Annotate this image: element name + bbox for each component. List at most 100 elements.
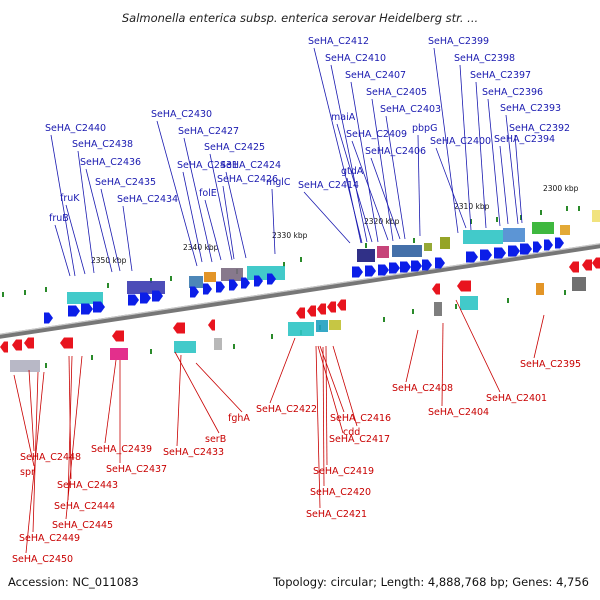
- forward-gene-arrow: [422, 259, 432, 271]
- forward-gene-label: SeHA_C2435: [95, 177, 156, 188]
- forward-gene-label: SeHA_C2400: [430, 136, 491, 147]
- cog-tick: [470, 219, 472, 224]
- forward-gene-label: SeHA_C2434: [117, 194, 178, 205]
- forward-label-leader-line: [77, 150, 95, 274]
- forward-gene-label: fruK: [60, 193, 80, 204]
- reverse-gene-label: SeHA_C2401: [486, 393, 547, 404]
- forward-label-leader-line: [209, 153, 233, 261]
- forward-gene-label: SeHA_C2394: [494, 134, 555, 145]
- forward-gene-label: folE: [199, 188, 217, 199]
- gene-label-layer: SeHA_C2412 SeHA_C2399 SeHA_C2410 SeHA_C2398…: [12, 36, 581, 565]
- cog-tick: [455, 304, 457, 309]
- forward-label-leader-line: [459, 64, 472, 231]
- forward-label-leader-line: [65, 204, 86, 275]
- reverse-gene-arrow: [60, 337, 73, 349]
- reverse-gene-arrow: [569, 261, 579, 273]
- forward-gene-label: SeHA_C2409: [346, 129, 407, 140]
- forward-gene-label: SeHA_C2414: [298, 180, 359, 191]
- cog-tick: [413, 238, 415, 243]
- reverse-gene-label: SeHA_C2448: [20, 452, 81, 463]
- forward-gene-label: SeHA_C2399: [428, 36, 489, 47]
- cog-tick: [507, 298, 509, 303]
- forward-label-leader-line: [182, 171, 203, 263]
- forward-label-leader-line: [433, 47, 459, 234]
- reverse-label-leader-line: [67, 355, 73, 501]
- forward-gene-label: SeHA_C2397: [470, 70, 531, 81]
- forward-gene-label: gtdA: [341, 166, 364, 177]
- scale-label-2310: 2310 kbp: [454, 202, 490, 211]
- reverse-gene-label: spr: [20, 467, 35, 478]
- forward-label-leader-line: [204, 199, 222, 261]
- cog-category-box: [221, 268, 243, 281]
- reverse-gene-label: cdd: [343, 427, 360, 438]
- cog-category-box: [572, 277, 586, 291]
- cog-tick: [566, 206, 568, 211]
- forward-gene-arrow: [365, 265, 376, 277]
- cog-tick: [150, 278, 152, 283]
- reverse-gene-label: SeHA_C2420: [310, 487, 371, 498]
- reverse-gene-arrow: [327, 301, 336, 313]
- reverse-label-leader-line: [65, 355, 83, 520]
- cog-tick: [170, 276, 172, 281]
- reverse-label-leader-line: [533, 314, 545, 359]
- forward-label-leader-line: [475, 81, 487, 229]
- reverse-gene-label: SeHA_C2422: [256, 404, 317, 415]
- forward-gene-label: SeHA_C2405: [366, 87, 427, 98]
- forward-gene-arrow: [508, 245, 520, 257]
- reverse-label-leader-line: [13, 374, 35, 467]
- forward-gene-label: SeHA_C2396: [482, 87, 543, 98]
- scale-label-2300: 2300 kbp: [543, 184, 579, 193]
- reverse-gene-label: SeHA_C2449: [19, 533, 80, 544]
- accession-label: Accession: NC_011083: [8, 575, 139, 589]
- forward-label-leader-line: [514, 134, 523, 224]
- cog-tick: [365, 243, 367, 248]
- label-line-layer: [13, 47, 545, 554]
- genome-summary: Topology: circular; Length: 4,888,768 bp…: [272, 575, 589, 589]
- forward-gene-label: pbpG: [412, 123, 437, 134]
- cog-category-box: [67, 292, 103, 304]
- cog-category-box: [174, 341, 196, 353]
- reverse-label-leader-line: [405, 329, 419, 383]
- forward-gene-label: mglC: [266, 177, 291, 188]
- cog-tick: [150, 349, 152, 354]
- genome-backbone-highlight: [0, 243, 600, 335]
- forward-gene-arrow: [267, 273, 276, 285]
- forward-gene-arrow: [400, 261, 411, 273]
- reverse-gene-label: SeHA_C2437: [106, 464, 167, 475]
- forward-gene-label: SeHA_C2393: [500, 103, 561, 114]
- reverse-gene-arrow: [307, 305, 316, 317]
- forward-gene-arrow: [68, 305, 80, 317]
- reverse-gene-label: SeHA_C2408: [392, 383, 453, 394]
- cog-category-box: [10, 360, 40, 372]
- reverse-gene-arrow: [432, 283, 440, 295]
- forward-gene-arrow: [203, 283, 212, 295]
- forward-label-leader-line: [371, 98, 394, 242]
- cog-category-box: [316, 320, 328, 332]
- reverse-gene-arrow: [208, 319, 215, 331]
- reverse-label-leader-line: [319, 345, 345, 413]
- cog-tick: [412, 309, 414, 314]
- forward-gene-arrow: [152, 290, 163, 302]
- reverse-gene-arrow: [296, 307, 305, 319]
- reverse-gene-label: SeHA_C2450: [12, 554, 73, 565]
- reverse-gene-arrow: [582, 259, 592, 271]
- forward-gene-arrow: [466, 251, 478, 263]
- cog-tick: [300, 257, 302, 262]
- cog-category-box: [592, 210, 600, 222]
- cog-tick: [2, 292, 4, 297]
- forward-label-leader-line: [346, 177, 362, 244]
- reverse-label-leader-line: [325, 345, 328, 466]
- cog-tick: [91, 355, 93, 360]
- reverse-gene-label: SeHA_C2421: [306, 509, 367, 520]
- cog-category-box: [247, 266, 285, 280]
- forward-gene-arrow: [93, 301, 105, 313]
- cog-category-box: [189, 276, 203, 288]
- cog-category-box: [214, 338, 222, 350]
- reverse-gene-label: SeHA_C2416: [330, 413, 391, 424]
- reverse-label-leader-line: [315, 345, 321, 509]
- forward-gene-label: SeHA_C2425: [204, 142, 265, 153]
- reverse-gene-label: SeHA_C2433: [163, 447, 224, 458]
- cog-tick: [45, 287, 47, 292]
- scale-label-2330: 2330 kbp: [272, 231, 308, 240]
- reverse-gene-arrow: [0, 341, 8, 353]
